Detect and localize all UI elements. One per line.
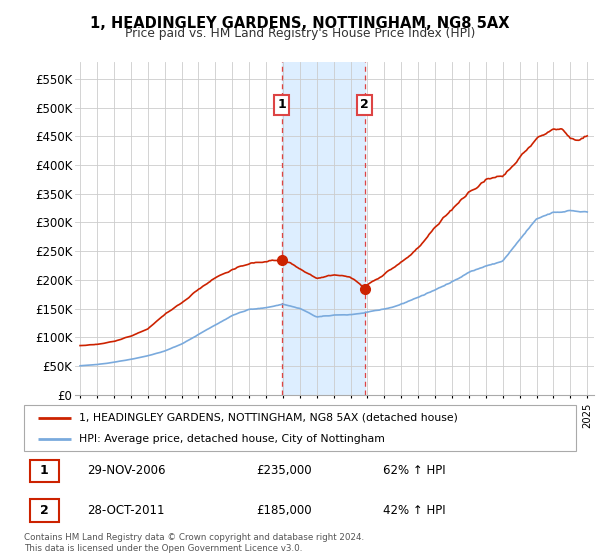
Text: 29-NOV-2006: 29-NOV-2006 [88,464,166,478]
Bar [281,62,365,395]
Text: 42% ↑ HPI: 42% ↑ HPI [383,504,445,517]
Text: 28-OCT-2011: 28-OCT-2011 [88,504,165,517]
Text: 1, HEADINGLEY GARDENS, NOTTINGHAM, NG8 5AX (detached house): 1, HEADINGLEY GARDENS, NOTTINGHAM, NG8 5… [79,413,458,423]
Text: 2: 2 [40,504,49,517]
Text: 1: 1 [277,98,286,111]
Text: 62% ↑ HPI: 62% ↑ HPI [383,464,445,478]
Text: 2: 2 [360,98,369,111]
Text: £185,000: £185,000 [256,504,311,517]
FancyBboxPatch shape [29,499,59,522]
Text: 1, HEADINGLEY GARDENS, NOTTINGHAM, NG8 5AX: 1, HEADINGLEY GARDENS, NOTTINGHAM, NG8 5… [90,16,510,31]
FancyBboxPatch shape [29,460,59,482]
Text: HPI: Average price, detached house, City of Nottingham: HPI: Average price, detached house, City… [79,434,385,444]
Text: £235,000: £235,000 [256,464,311,478]
FancyBboxPatch shape [24,405,576,451]
Text: Price paid vs. HM Land Registry's House Price Index (HPI): Price paid vs. HM Land Registry's House … [125,27,475,40]
Text: 1: 1 [40,464,49,478]
Text: Contains HM Land Registry data © Crown copyright and database right 2024.
This d: Contains HM Land Registry data © Crown c… [24,533,364,553]
